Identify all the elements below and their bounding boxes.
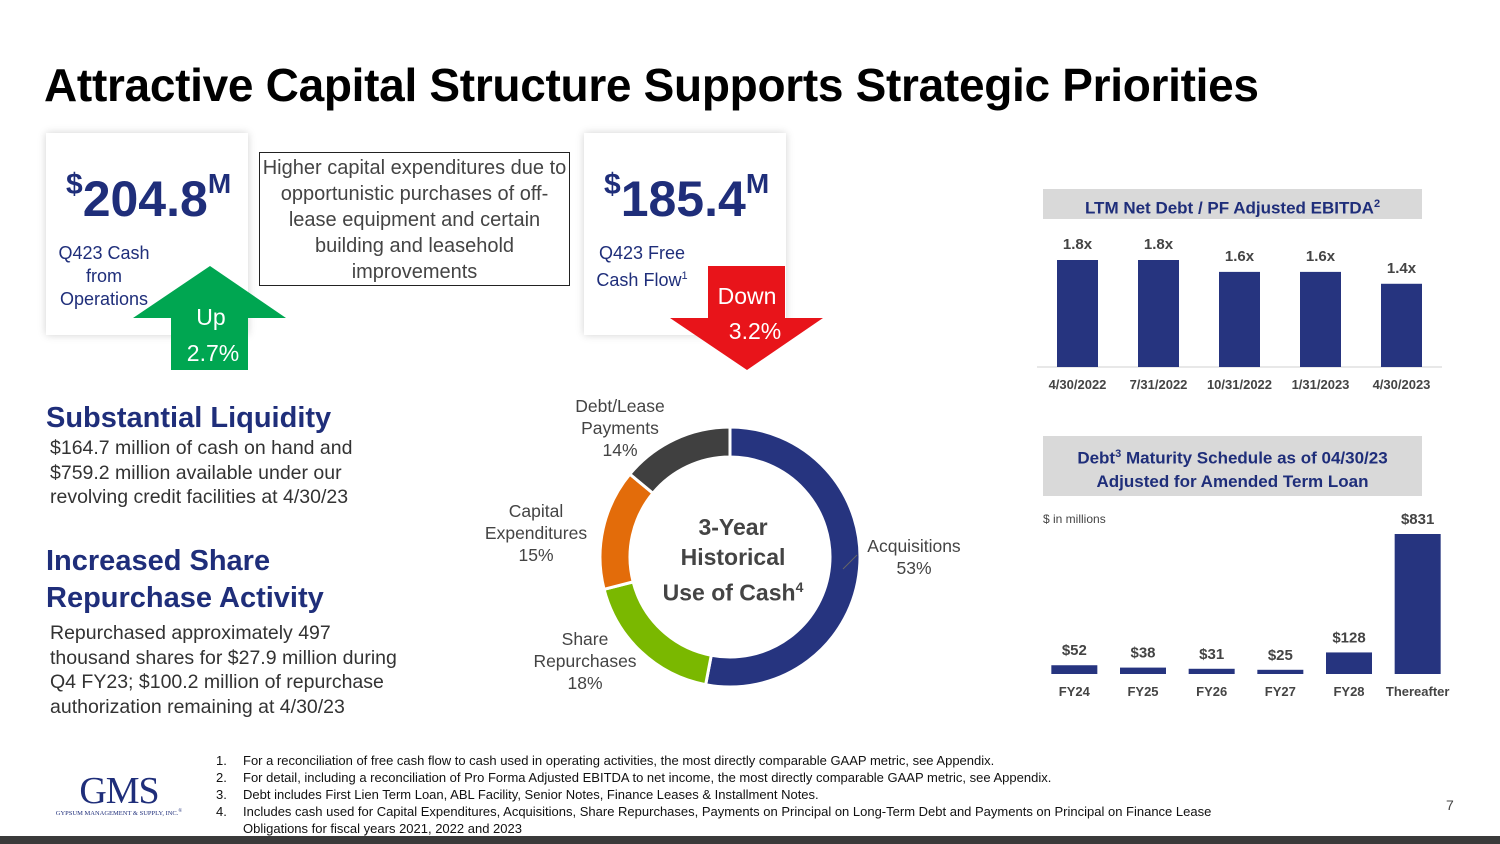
bar-thereafter	[1394, 534, 1441, 674]
cash-ops-label: Q423 Cash from Operations	[58, 243, 150, 309]
x-tick-label: FY28	[1333, 684, 1364, 699]
bar-fy28	[1326, 652, 1372, 674]
free-cash-value: $185.4M	[604, 168, 770, 227]
page-title: Attractive Capital Structure Supports St…	[44, 59, 1259, 111]
use-of-cash-donut-chart	[598, 425, 862, 689]
footnotes: 1. For a reconciliation of free cash flow…	[216, 752, 1326, 837]
data-label: 1.6x	[1225, 248, 1255, 265]
leverage-bar-chart: 1.8x 4/30/2022 1.8x 7/31/2022 1.6x 10/31/2022…	[1037, 236, 1442, 392]
data-label: $831	[1401, 511, 1434, 528]
x-tick-label: FY27	[1265, 684, 1296, 699]
bar-fy24	[1051, 665, 1098, 674]
data-label: 1.4x	[1387, 260, 1417, 277]
footnote-1: 1. For a reconciliation of free cash flow…	[216, 753, 995, 768]
bar-10-31-2022	[1219, 271, 1260, 367]
data-label: $31	[1199, 646, 1224, 663]
x-tick-label: 4/30/2023	[1373, 377, 1431, 392]
donut-slice-debt-lease-payments	[627, 425, 732, 496]
bar-fy27	[1257, 669, 1304, 674]
free-cash-change-pct: 3.2%	[728, 318, 782, 344]
liquidity-heading: Substantial Liquidity	[46, 402, 332, 434]
data-label: 1.8x	[1063, 236, 1093, 253]
donut-label-acquisitions: Acquisitions 53%	[867, 536, 961, 578]
cash-ops-change-pct: 2.7%	[186, 340, 240, 366]
gms-logo: GMS GYPSUM MANAGEMENT & SUPPLY, INC.®	[55, 770, 183, 818]
repurchase-body: Repurchased approximately 497 thousand s…	[50, 622, 397, 718]
free-cash-change-dir: Down	[717, 283, 777, 309]
data-label: $38	[1130, 645, 1155, 662]
bar-4-30-2022	[1057, 260, 1098, 367]
x-tick-label: 7/31/2022	[1130, 377, 1188, 392]
page-number: 7	[1446, 797, 1454, 813]
repurchase-heading: Increased Share Repurchase Activity	[46, 545, 324, 614]
donut-label-capex: Capital Expenditures 15%	[484, 501, 588, 565]
leverage-chart-title: LTM Net Debt / PF Adjusted EBITDA2	[1043, 189, 1422, 219]
maturity-bar-chart: $52 FY24 $38 FY25 $31 FY26 $25 FY27 $128 FY28 $831…	[1051, 511, 1450, 699]
x-tick-label: Thereafter	[1386, 684, 1450, 699]
bar-fy25	[1120, 667, 1166, 674]
footnote-3: 3. Debt includes First Lien Term Loan, AB…	[216, 787, 819, 802]
maturity-unit-note: $ in millions	[1043, 512, 1106, 526]
x-tick-label: 10/31/2022	[1207, 377, 1272, 392]
x-tick-label: FY24	[1059, 684, 1091, 699]
footnote-2: 2. For detail, including a reconciliation…	[216, 770, 1052, 785]
bottom-bar	[0, 836, 1500, 844]
data-label: 1.8x	[1144, 236, 1174, 253]
bar-fy26	[1188, 668, 1235, 674]
footnote-4: 4. Includes cash used for Capital Expendi…	[216, 804, 1212, 819]
maturity-chart-title: Debt3 Maturity Schedule as of 04/30/23 A…	[1043, 436, 1422, 496]
data-label: $52	[1062, 642, 1087, 659]
data-label: 1.6x	[1306, 248, 1336, 265]
donut-center-title: 3-Year Historical Use of Cash4	[662, 514, 804, 606]
up-arrow-icon	[133, 266, 286, 370]
capex-note-box: Higher capital expenditures due to oppor…	[259, 152, 570, 286]
bar-7-31-2022	[1138, 260, 1179, 367]
x-tick-label: 1/31/2023	[1292, 377, 1350, 392]
bar-1-31-2023	[1300, 271, 1341, 367]
liquidity-body: $164.7 million of cash on hand and $759.…	[50, 437, 353, 508]
x-tick-label: FY26	[1196, 684, 1227, 699]
cash-ops-change-dir: Up	[196, 304, 226, 330]
down-arrow-icon	[670, 266, 823, 370]
bar-4-30-2023	[1381, 283, 1422, 367]
donut-slice-acquisitions	[703, 425, 862, 689]
data-label: $128	[1332, 629, 1365, 646]
footnote-4-continued: Obligations for fiscal years 2021, 2022 …	[243, 821, 522, 836]
donut-label-debt-lease: Debt/Lease Payments 14%	[575, 396, 665, 460]
acquisitions-leader-line	[842, 554, 858, 570]
x-tick-label: 4/30/2022	[1049, 377, 1107, 392]
free-cash-label: Q423 Free Cash Flow1	[596, 243, 688, 290]
donut-label-share-repurchases: Share Repurchases 18%	[533, 629, 637, 693]
data-label: $25	[1268, 647, 1293, 664]
x-tick-label: FY25	[1127, 684, 1158, 699]
cash-ops-value: $204.8M	[66, 168, 232, 227]
